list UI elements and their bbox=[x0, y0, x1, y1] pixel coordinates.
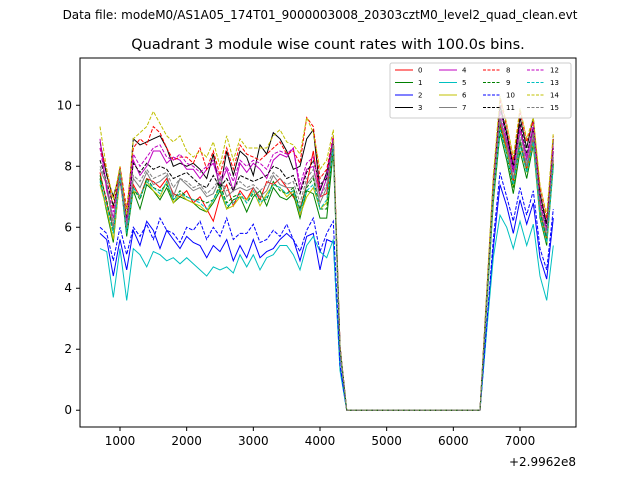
legend-label-4: 4 bbox=[462, 67, 467, 75]
legend-label-15: 15 bbox=[550, 104, 559, 112]
legend-label-5: 5 bbox=[462, 79, 466, 87]
y-tick-label: 2 bbox=[64, 342, 72, 356]
y-axis: 0 2 4 6 8 10 bbox=[57, 98, 80, 417]
series-line-4 bbox=[99, 117, 554, 411]
legend-label-8: 8 bbox=[506, 67, 510, 75]
legend-label-1: 1 bbox=[418, 79, 422, 87]
series-line-10 bbox=[99, 172, 554, 411]
legend-label-10: 10 bbox=[506, 92, 515, 100]
x-tick-label: 2000 bbox=[171, 434, 202, 448]
legend-label-3: 3 bbox=[418, 104, 422, 112]
legend-label-14: 14 bbox=[550, 92, 559, 100]
axes-frame bbox=[79, 57, 577, 428]
legend-label-0: 0 bbox=[418, 67, 422, 75]
series-line-7 bbox=[99, 120, 554, 411]
series-line-13 bbox=[99, 129, 554, 411]
series-line-9 bbox=[99, 126, 554, 411]
y-tick-label: 0 bbox=[64, 403, 72, 417]
legend-label-11: 11 bbox=[506, 104, 515, 112]
x-tick-label: 4000 bbox=[305, 434, 336, 448]
y-tick-label: 4 bbox=[64, 281, 72, 295]
legend-box bbox=[389, 62, 572, 119]
legend-label-7: 7 bbox=[462, 104, 466, 112]
legend-label-12: 12 bbox=[550, 67, 559, 75]
series-layer bbox=[99, 95, 554, 411]
legend-label-2: 2 bbox=[418, 92, 422, 100]
x-tick-label: 5000 bbox=[371, 434, 402, 448]
legend-label-6: 6 bbox=[462, 92, 467, 100]
y-tick-label: 8 bbox=[64, 159, 72, 173]
x-tick-label: 6000 bbox=[438, 434, 469, 448]
y-tick-label: 6 bbox=[64, 220, 72, 234]
x-tick-label: 1000 bbox=[105, 434, 136, 448]
x-axis: 1000 2000 3000 4000 5000 6000 7000 bbox=[105, 427, 536, 448]
legend-label-13: 13 bbox=[550, 79, 559, 87]
y-tick-label: 10 bbox=[57, 98, 72, 112]
x-tick-label: 7000 bbox=[505, 434, 536, 448]
series-line-0 bbox=[99, 123, 554, 411]
legend-label-9: 9 bbox=[506, 79, 510, 87]
series-line-14 bbox=[99, 95, 554, 411]
series-line-11 bbox=[99, 108, 554, 411]
series-line-15 bbox=[99, 117, 554, 411]
data-file-suptitle: Data file: modeM0/AS1A05_174T01_90000030… bbox=[62, 8, 578, 22]
series-line-12 bbox=[99, 111, 554, 411]
x-tick-label: 3000 bbox=[238, 434, 269, 448]
series-line-8 bbox=[99, 99, 554, 411]
x-offset-label: +2.9962e8 bbox=[509, 455, 576, 469]
chart-title: Quadrant 3 module wise count rates with … bbox=[131, 37, 525, 53]
